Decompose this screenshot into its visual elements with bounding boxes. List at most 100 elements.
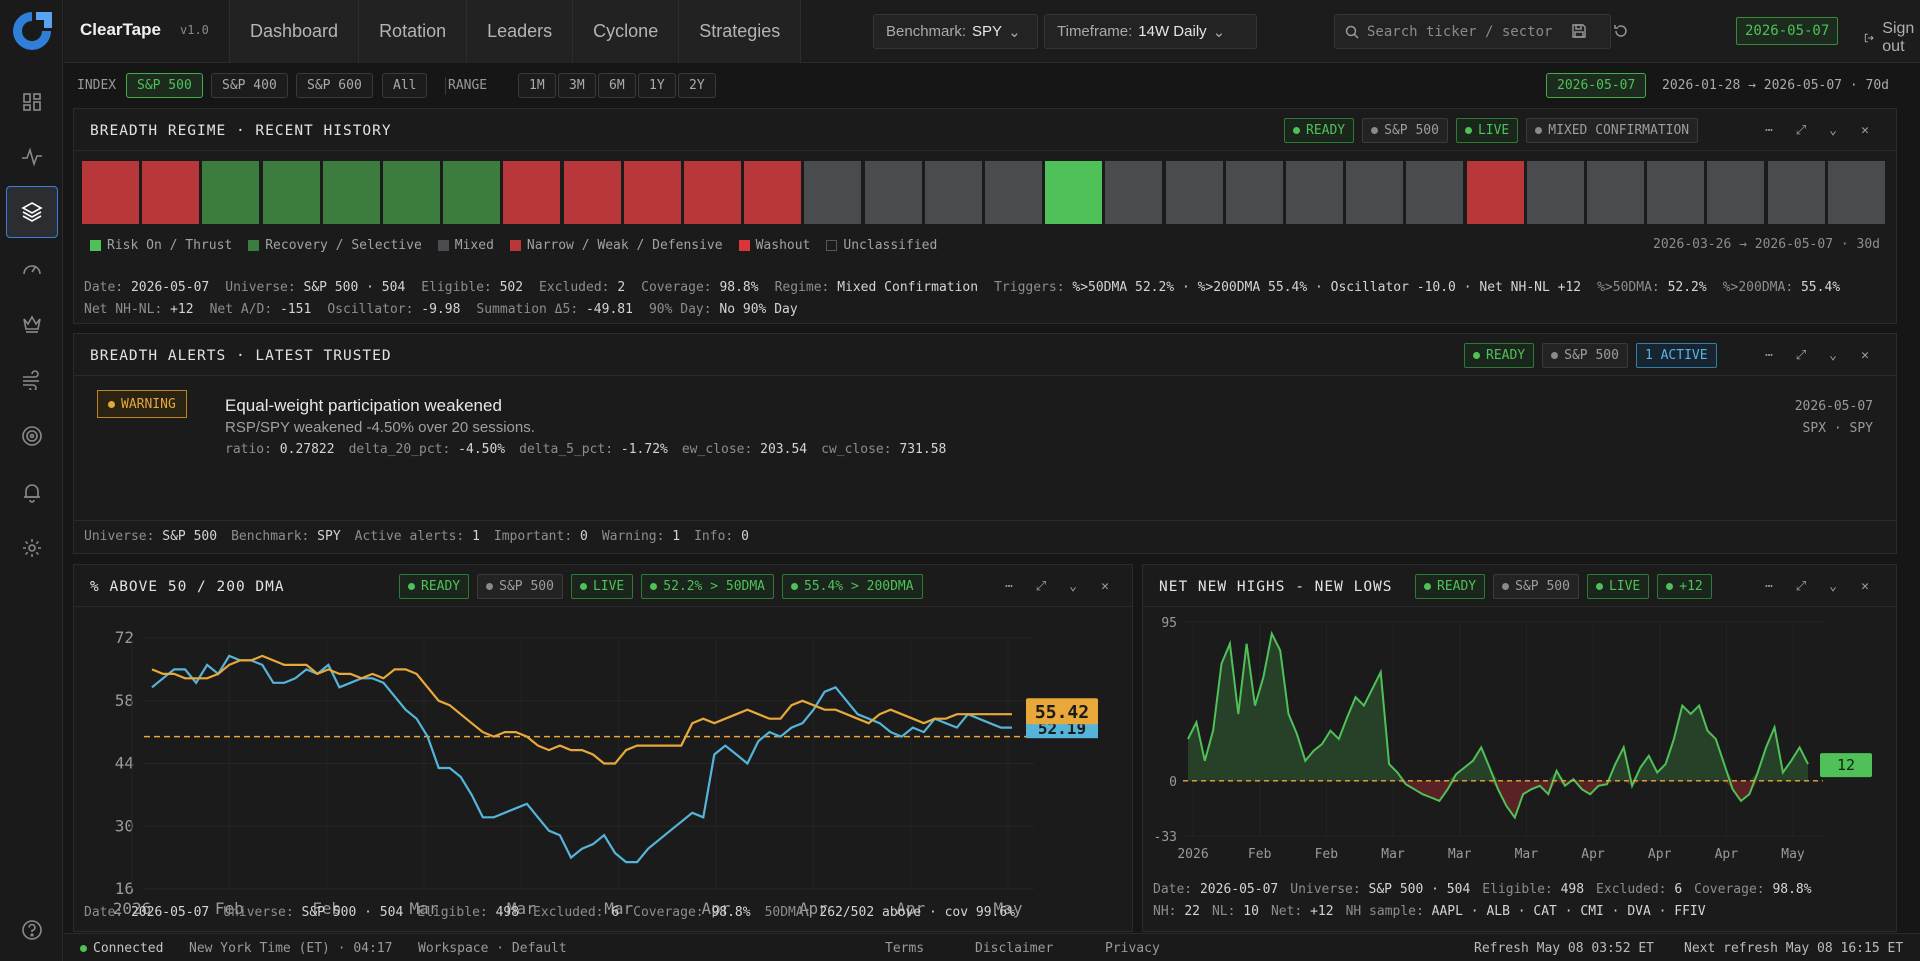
more-icon[interactable]: ⋯ <box>1765 578 1773 594</box>
regime-cell[interactable] <box>684 161 741 224</box>
regime-cell[interactable] <box>985 161 1042 224</box>
crown-icon[interactable] <box>6 298 58 350</box>
regime-cell[interactable] <box>1105 161 1163 224</box>
expand-icon[interactable]: ⤢ <box>1035 578 1047 594</box>
sign-out-button[interactable]: Sign out <box>1864 20 1920 56</box>
meta-item: Eligible: 498 <box>1482 882 1585 897</box>
index-option-sp600[interactable]: S&P 600 <box>296 73 373 98</box>
regime-cell[interactable] <box>1526 161 1584 224</box>
help-icon[interactable] <box>6 904 58 956</box>
terms-link[interactable]: Terms <box>885 941 925 956</box>
benchmark-select[interactable]: Benchmark: SPY ⌄ <box>873 14 1038 49</box>
tab-leaders[interactable]: Leaders <box>466 0 573 63</box>
more-icon[interactable]: ⋯ <box>1765 347 1773 363</box>
close-icon[interactable]: ✕ <box>1861 122 1869 138</box>
gauge-icon[interactable] <box>6 242 58 294</box>
disclaimer-link[interactable]: Disclaimer <box>975 941 1054 956</box>
alert-pair: SPX · SPY <box>1802 421 1873 436</box>
regime-controls: ⋯ ⤢ ⌄ ✕ <box>1760 121 1874 139</box>
regime-cell[interactable] <box>1707 161 1765 224</box>
regime-cell[interactable] <box>1827 161 1885 224</box>
timeframe-select[interactable]: Timeframe: 14W Daily ⌄ <box>1044 14 1257 49</box>
range-6m[interactable]: 6M <box>598 73 636 98</box>
regime-cell[interactable] <box>1466 161 1524 224</box>
expand-icon[interactable]: ⤢ <box>1795 347 1807 363</box>
range-label: RANGE <box>448 78 488 93</box>
regime-cell[interactable] <box>383 161 440 224</box>
alert-item[interactable]: WARNING Equal-weight participation weake… <box>89 382 1881 472</box>
range-1y[interactable]: 1Y <box>638 73 676 98</box>
regime-cell[interactable] <box>1587 161 1644 224</box>
chevron-down-icon[interactable]: ⌄ <box>1069 578 1077 594</box>
close-icon[interactable]: ✕ <box>1101 578 1109 594</box>
regime-cell[interactable] <box>82 161 139 224</box>
dashboard-icon[interactable] <box>6 76 58 128</box>
tab-dashboard[interactable]: Dashboard <box>229 0 359 63</box>
regime-cell[interactable] <box>924 161 982 224</box>
x-tick-label: Mar <box>1448 847 1472 862</box>
meta-item: Benchmark: SPY <box>231 529 341 544</box>
index-option-sp500[interactable]: S&P 500 <box>126 73 203 98</box>
chevron-down-icon[interactable]: ⌄ <box>1829 122 1837 138</box>
regime-cell[interactable] <box>202 161 260 224</box>
regime-cell[interactable] <box>1647 161 1705 224</box>
chevron-down-icon[interactable]: ⌄ <box>1829 578 1837 594</box>
target-icon[interactable] <box>6 410 58 462</box>
y-tick-label: 58 <box>115 691 134 710</box>
regime-meta: Date: 2026-05-07 Universe: S&P 500 · 504 E… <box>84 277 1884 321</box>
regime-cell[interactable] <box>322 161 380 224</box>
meta-item: Warning: 1 <box>601 529 681 544</box>
regime-panel: BREADTH REGIME · RECENT HISTORY READY S&… <box>73 108 1897 324</box>
regime-cell[interactable] <box>142 161 200 224</box>
more-icon[interactable]: ⋯ <box>1765 122 1773 138</box>
bell-icon[interactable] <box>6 466 58 518</box>
range-date-badge: 2026-05-07 <box>1546 73 1647 98</box>
save-icon[interactable] <box>1568 20 1590 42</box>
regime-cell[interactable] <box>503 161 561 224</box>
regime-cell[interactable] <box>1346 161 1404 224</box>
range-dates: 2026-01-28 → 2026-05-07 · 70d <box>1662 78 1889 93</box>
alerts-footer: Universe: S&P 500 Benchmark: SPY Active al… <box>84 526 763 548</box>
close-icon[interactable]: ✕ <box>1861 578 1869 594</box>
meta-item: Net A/D: -151 <box>209 302 312 317</box>
regime-cell[interactable] <box>623 161 681 224</box>
regime-cell[interactable] <box>1045 161 1103 224</box>
expand-icon[interactable]: ⤢ <box>1795 578 1807 594</box>
regime-cell[interactable] <box>262 161 320 224</box>
regime-cell[interactable] <box>864 161 922 224</box>
close-icon[interactable]: ✕ <box>1861 347 1869 363</box>
meta-item: delta_5_pct: -1.72% <box>519 442 668 457</box>
tab-strategies[interactable]: Strategies <box>678 0 802 63</box>
search-icon <box>1345 25 1359 39</box>
layers-icon[interactable] <box>6 186 58 238</box>
tab-rotation[interactable]: Rotation <box>358 0 467 63</box>
search-input[interactable] <box>1367 23 1587 40</box>
regime-cell[interactable] <box>1406 161 1464 224</box>
more-icon[interactable]: ⋯ <box>1005 578 1013 594</box>
index-option-all[interactable]: All <box>382 73 428 98</box>
range-3m[interactable]: 3M <box>558 73 596 98</box>
sign-out-label: Sign out <box>1882 20 1915 55</box>
expand-icon[interactable]: ⤢ <box>1795 122 1807 138</box>
regime-cell[interactable] <box>744 161 802 224</box>
pulse-icon[interactable] <box>6 131 58 183</box>
main-nav: Dashboard Rotation Leaders Cyclone Strat… <box>229 0 802 63</box>
regime-cell[interactable] <box>1165 161 1223 224</box>
range-2y[interactable]: 2Y <box>678 73 716 98</box>
regime-cell[interactable] <box>804 161 862 224</box>
regime-cell[interactable] <box>1286 161 1343 224</box>
refresh-icon[interactable] <box>1610 20 1632 42</box>
privacy-link[interactable]: Privacy <box>1105 941 1160 956</box>
index-option-sp400[interactable]: S&P 400 <box>211 73 288 98</box>
wind-icon[interactable] <box>6 354 58 406</box>
gear-icon[interactable] <box>6 522 58 574</box>
benchmark-label: Benchmark: <box>886 23 967 40</box>
regime-cell[interactable] <box>1225 161 1283 224</box>
regime-cell[interactable] <box>563 161 621 224</box>
regime-cell[interactable] <box>1767 161 1825 224</box>
chevron-down-icon[interactable]: ⌄ <box>1829 347 1837 363</box>
regime-cell[interactable] <box>443 161 501 224</box>
tab-cyclone[interactable]: Cyclone <box>572 0 679 63</box>
meta-item: Oscillator: -9.98 <box>327 302 461 317</box>
range-1m[interactable]: 1M <box>518 73 556 98</box>
